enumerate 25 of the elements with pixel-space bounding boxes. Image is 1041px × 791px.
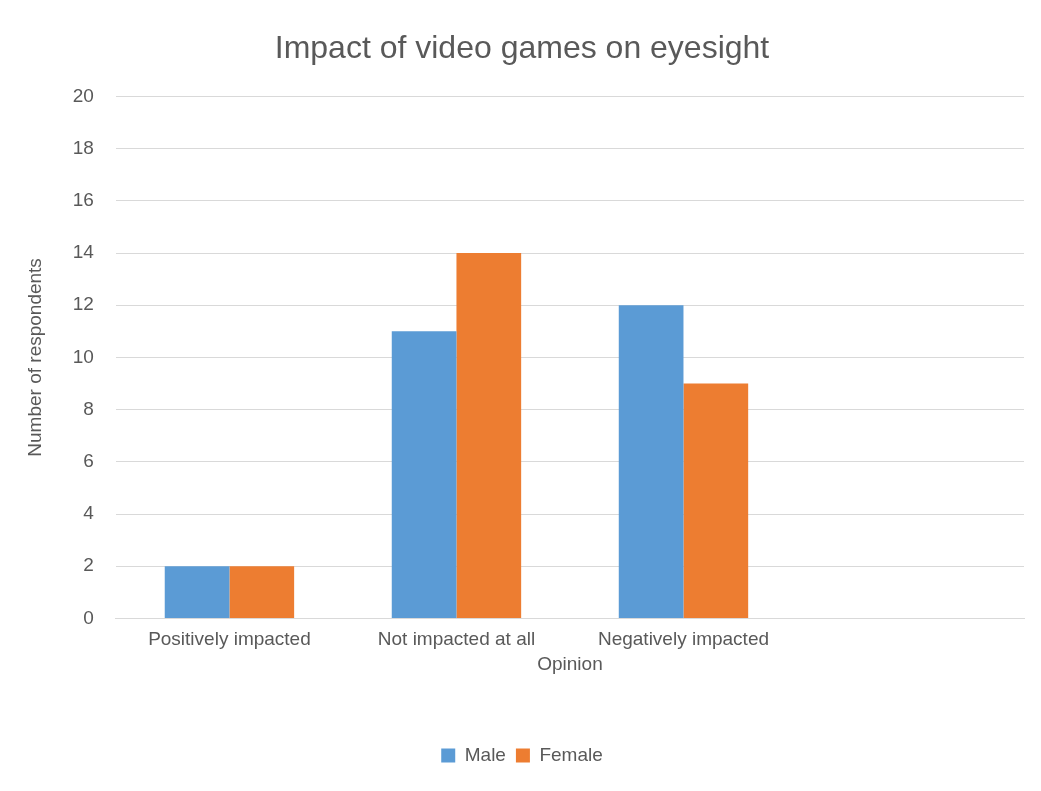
y-axis-title: Number of respondents: [23, 258, 45, 457]
x-tick-label: Negatively impacted: [597, 628, 770, 650]
y-tick-label: 10: [72, 345, 94, 367]
bar: [618, 305, 684, 618]
y-tick-label: 20: [72, 84, 94, 106]
legend-label: Female: [539, 743, 603, 765]
y-tick-label: 16: [72, 189, 94, 211]
legend-label: Male: [464, 743, 506, 765]
x-axis-title: Opinion: [537, 652, 603, 674]
y-tick-label: 14: [72, 241, 95, 263]
bar: [164, 566, 230, 618]
y-tick-label: 18: [72, 136, 94, 158]
chart-title: Impact of video games on eyesight: [274, 29, 770, 66]
x-tick-label: Positively impacted: [148, 628, 311, 650]
y-tick-label: 12: [72, 293, 94, 315]
y-tick-label: 6: [83, 450, 94, 472]
bar: [683, 383, 749, 618]
bar: [391, 331, 457, 618]
y-tick-label: 2: [83, 554, 94, 576]
bar: [456, 253, 522, 618]
y-tick-label: 0: [83, 606, 94, 628]
y-tick-label: 4: [83, 502, 95, 524]
x-tick-label: Not impacted at all: [377, 628, 536, 650]
y-tick-label: 8: [83, 397, 94, 419]
bar: [229, 566, 295, 618]
